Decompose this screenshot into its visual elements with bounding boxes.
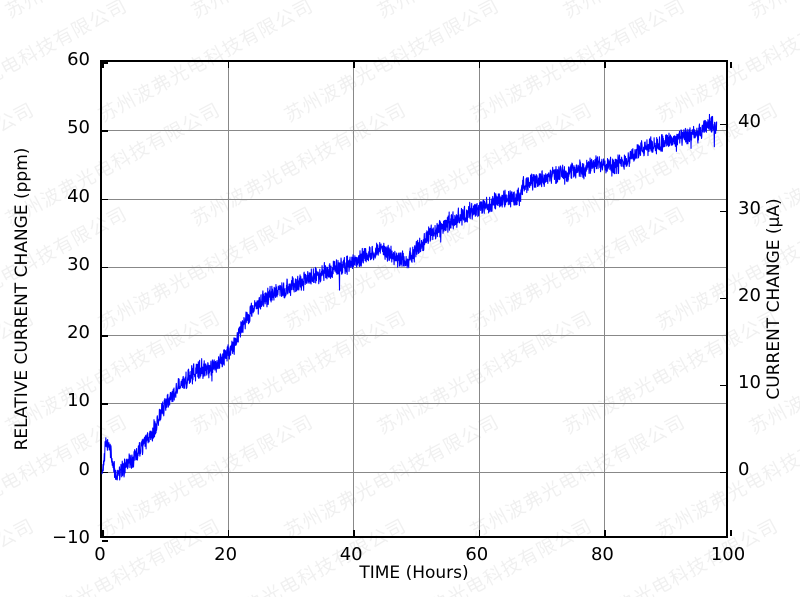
- x-axis-tick: [227, 530, 230, 536]
- y-axis-right-ticklabel: 40: [738, 110, 761, 132]
- x-axis-ticklabel: 40: [339, 544, 363, 565]
- x-axis-ticklabel: 80: [590, 544, 614, 565]
- y-axis-left-tick: [102, 62, 108, 64]
- x-axis-title: TIME (Hours): [359, 563, 469, 583]
- series-line-relative-current-change: [101, 113, 718, 481]
- x-axis-tick-top: [730, 62, 732, 68]
- y-axis-left-ticklabel: 60: [67, 49, 90, 70]
- y-axis-left-tick: [102, 266, 108, 269]
- x-axis-tick-top: [478, 62, 481, 68]
- y-axis-left-ticklabel: 10: [67, 390, 90, 412]
- x-axis-tick-top: [604, 62, 606, 68]
- y-axis-left-ticklabel: −10: [52, 527, 90, 548]
- y-axis-left-tick: [102, 540, 108, 542]
- data-series-layer: [101, 113, 718, 481]
- y-axis-right-tick: [720, 471, 726, 474]
- y-axis-right-tick: [720, 123, 726, 126]
- watermark-text: 苏州波弗光电科技有限公司: [0, 0, 225, 24]
- y-axis-left-tick: [102, 198, 108, 201]
- y-axis-left-ticklabel: 50: [67, 117, 90, 139]
- gridline-horizontal: [102, 266, 726, 268]
- x-axis-tick: [604, 530, 606, 536]
- y-axis-left-ticklabel: 20: [67, 322, 90, 344]
- gridline-vertical: [227, 62, 229, 536]
- x-axis-tick: [478, 530, 481, 536]
- y-axis-left-tick: [102, 403, 108, 405]
- watermark-text: 苏州波弗光电科技有限公司: [744, 0, 800, 24]
- y-axis-left-ticklabel: 40: [67, 185, 90, 207]
- y-axis-right-ticklabel: 0: [738, 458, 750, 480]
- gridline-horizontal: [102, 130, 726, 132]
- x-axis-ticklabel: 60: [465, 544, 489, 565]
- gridline-horizontal: [102, 471, 726, 473]
- gridline-horizontal: [102, 403, 726, 405]
- x-axis-tick: [102, 530, 104, 536]
- x-axis-tick-top: [227, 62, 230, 68]
- y-axis-right-title: CURRENT CHANGE (µA): [764, 198, 784, 400]
- gridline-vertical: [604, 62, 606, 536]
- gridline-vertical: [353, 62, 355, 536]
- x-axis-tick: [353, 530, 355, 536]
- y-axis-left-tick: [102, 471, 108, 474]
- y-axis-right-tick: [720, 210, 726, 213]
- gridline-horizontal: [102, 335, 726, 337]
- y-axis-left-ticklabel: 0: [78, 458, 90, 480]
- x-axis-tick-top: [353, 62, 355, 68]
- y-axis-left-tick: [102, 130, 108, 132]
- x-axis-ticklabel: 100: [710, 544, 746, 565]
- y-axis-right-tick: [720, 297, 726, 300]
- gridline-horizontal: [102, 198, 726, 200]
- x-axis-tick-top: [102, 62, 104, 68]
- y-axis-right-ticklabel: 20: [738, 284, 761, 306]
- y-axis-right-ticklabel: 10: [738, 371, 761, 393]
- y-axis-right-tick: [720, 384, 726, 387]
- watermark-text: 苏州波弗光电科技有限公司: [558, 0, 783, 24]
- x-axis-ticklabel: 20: [214, 544, 238, 565]
- x-axis-tick: [730, 530, 732, 536]
- x-axis-ticklabel: 0: [94, 544, 106, 565]
- y-axis-left-ticklabel: 30: [67, 253, 90, 275]
- watermark-text: 苏州波弗光电科技有限公司: [0, 0, 39, 24]
- y-axis-left-title: RELATIVE CURRENT CHANGE (ppm): [12, 147, 32, 451]
- y-axis-right-ticklabel: 30: [738, 197, 761, 219]
- watermark-text: 苏州波弗光电科技有限公司: [372, 0, 597, 24]
- gridline-vertical: [478, 62, 480, 536]
- watermark-text: 苏州波弗光电科技有限公司: [0, 514, 39, 597]
- y-axis-left-tick: [102, 335, 108, 337]
- watermark-text: 苏州波弗光电科技有限公司: [186, 0, 411, 24]
- plot-area: [100, 60, 732, 542]
